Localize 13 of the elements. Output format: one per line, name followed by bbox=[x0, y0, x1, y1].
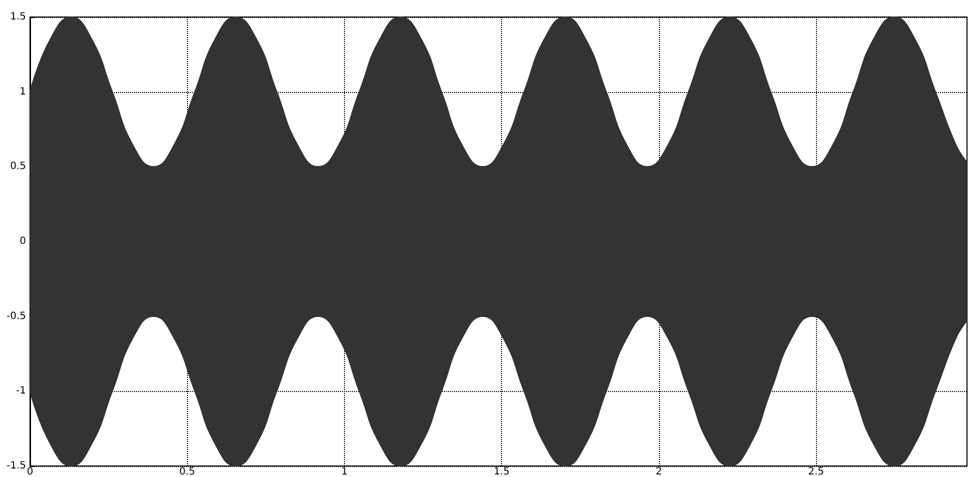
x-tick-label: 1.5 bbox=[494, 466, 510, 477]
y-tick-label: 1.5 bbox=[10, 12, 26, 22]
y-tick-label: 0.5 bbox=[10, 161, 26, 172]
x-tick-label: 2 bbox=[656, 466, 662, 477]
x-tick-label: 2.5 bbox=[808, 466, 824, 477]
y-tick-label: -1.5 bbox=[6, 460, 26, 472]
y-tick-label: -1 bbox=[16, 386, 26, 397]
y-tick-label: 0 bbox=[20, 236, 26, 247]
y-tick-label: -0.5 bbox=[6, 310, 26, 322]
x-tick-label: 1 bbox=[341, 466, 348, 477]
x-tick-label: 0.5 bbox=[179, 466, 196, 477]
x-tick-label: 0 bbox=[26, 466, 34, 477]
y-tick-label: 1 bbox=[20, 86, 26, 98]
